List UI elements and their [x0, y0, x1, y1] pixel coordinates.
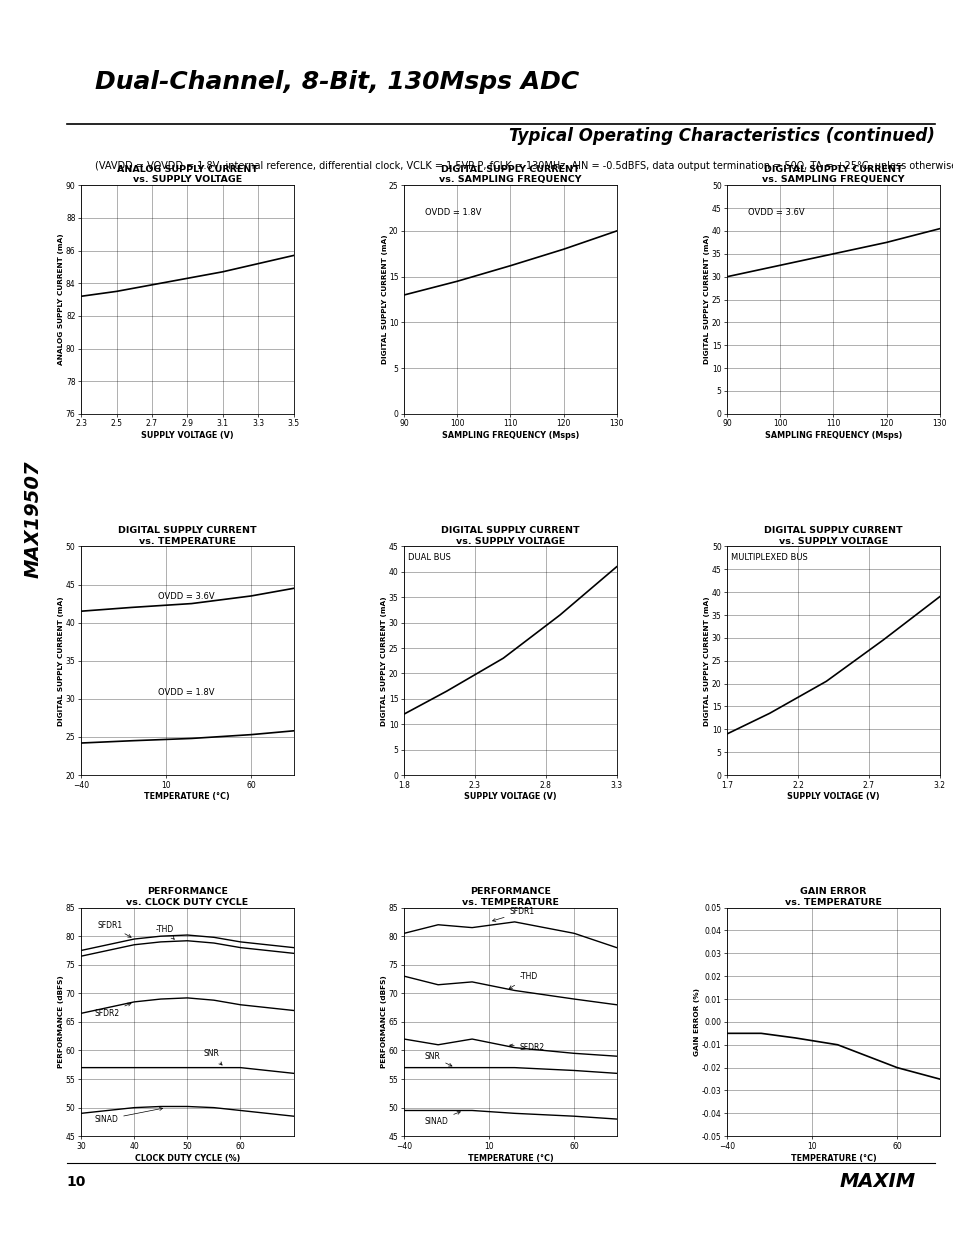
Y-axis label: DIGITAL SUPPLY CURRENT (mA): DIGITAL SUPPLY CURRENT (mA)	[703, 597, 710, 725]
Text: SFDR2: SFDR2	[509, 1044, 544, 1052]
Y-axis label: GAIN ERROR (%): GAIN ERROR (%)	[694, 988, 700, 1056]
Text: SINAD: SINAD	[424, 1112, 460, 1125]
Title: PERFORMANCE
vs. TEMPERATURE: PERFORMANCE vs. TEMPERATURE	[461, 888, 558, 906]
Title: DIGITAL SUPPLY CURRENT
vs. SUPPLY VOLTAGE: DIGITAL SUPPLY CURRENT vs. SUPPLY VOLTAG…	[440, 526, 579, 546]
Title: ANALOG SUPPLY CURRENT
vs. SUPPLY VOLTAGE: ANALOG SUPPLY CURRENT vs. SUPPLY VOLTAGE	[116, 165, 257, 184]
Text: SINAD: SINAD	[94, 1108, 162, 1124]
Title: PERFORMANCE
vs. CLOCK DUTY CYCLE: PERFORMANCE vs. CLOCK DUTY CYCLE	[126, 888, 248, 906]
X-axis label: SAMPLING FREQUENCY (Msps): SAMPLING FREQUENCY (Msps)	[764, 431, 902, 440]
Text: Typical Operating Characteristics (continued): Typical Operating Characteristics (conti…	[509, 127, 934, 146]
Title: DIGITAL SUPPLY CURRENT
vs. SAMPLING FREQUENCY: DIGITAL SUPPLY CURRENT vs. SAMPLING FREQ…	[761, 165, 903, 184]
X-axis label: TEMPERATURE (°C): TEMPERATURE (°C)	[467, 1153, 553, 1162]
Y-axis label: ANALOG SUPPLY CURRENT (mA): ANALOG SUPPLY CURRENT (mA)	[58, 233, 65, 366]
Title: GAIN ERROR
vs. TEMPERATURE: GAIN ERROR vs. TEMPERATURE	[784, 888, 881, 906]
Text: MAXIM: MAXIM	[839, 1172, 915, 1192]
Text: OVDD = 1.8V: OVDD = 1.8V	[157, 688, 213, 697]
Y-axis label: DIGITAL SUPPLY CURRENT (mA): DIGITAL SUPPLY CURRENT (mA)	[381, 597, 387, 725]
Text: MAX19507: MAX19507	[24, 459, 43, 578]
Text: DUAL BUS: DUAL BUS	[408, 553, 451, 562]
Y-axis label: DIGITAL SUPPLY CURRENT (mA): DIGITAL SUPPLY CURRENT (mA)	[58, 597, 65, 725]
Title: DIGITAL SUPPLY CURRENT
vs. TEMPERATURE: DIGITAL SUPPLY CURRENT vs. TEMPERATURE	[118, 526, 256, 546]
X-axis label: TEMPERATURE (°C): TEMPERATURE (°C)	[790, 1153, 876, 1162]
Text: 10: 10	[67, 1174, 86, 1189]
Text: -THD: -THD	[509, 972, 537, 988]
Text: OVDD = 3.6V: OVDD = 3.6V	[748, 209, 804, 217]
Title: DIGITAL SUPPLY CURRENT
vs. SUPPLY VOLTAGE: DIGITAL SUPPLY CURRENT vs. SUPPLY VOLTAG…	[763, 526, 902, 546]
Text: SFDR2: SFDR2	[94, 1003, 131, 1018]
Text: SNR: SNR	[424, 1052, 452, 1066]
X-axis label: SUPPLY VOLTAGE (V): SUPPLY VOLTAGE (V)	[463, 793, 557, 802]
Y-axis label: DIGITAL SUPPLY CURRENT (mA): DIGITAL SUPPLY CURRENT (mA)	[381, 235, 387, 364]
Text: SFDR1: SFDR1	[97, 920, 131, 937]
X-axis label: TEMPERATURE (°C): TEMPERATURE (°C)	[144, 793, 230, 802]
Text: OVDD = 1.8V: OVDD = 1.8V	[425, 209, 481, 217]
Y-axis label: DIGITAL SUPPLY CURRENT (mA): DIGITAL SUPPLY CURRENT (mA)	[703, 235, 710, 364]
X-axis label: SUPPLY VOLTAGE (V): SUPPLY VOLTAGE (V)	[141, 431, 233, 440]
Text: SNR: SNR	[203, 1050, 222, 1065]
X-axis label: SUPPLY VOLTAGE (V): SUPPLY VOLTAGE (V)	[786, 793, 879, 802]
Text: (VAVDD = VOVDD = 1.8V, internal reference, differential clock, VCLK = 1.5VP-P, f: (VAVDD = VOVDD = 1.8V, internal referenc…	[95, 161, 953, 170]
X-axis label: CLOCK DUTY CYCLE (%): CLOCK DUTY CYCLE (%)	[134, 1153, 240, 1162]
Title: DIGITAL SUPPLY CURRENT
vs. SAMPLING FREQUENCY: DIGITAL SUPPLY CURRENT vs. SAMPLING FREQ…	[438, 165, 581, 184]
Text: MULTIPLEXED BUS: MULTIPLEXED BUS	[731, 553, 807, 562]
Y-axis label: PERFORMANCE (dBFS): PERFORMANCE (dBFS)	[381, 976, 387, 1068]
Text: -THD: -THD	[155, 925, 174, 940]
Text: SFDR1: SFDR1	[492, 908, 534, 921]
Text: OVDD = 3.6V: OVDD = 3.6V	[157, 592, 214, 601]
Y-axis label: PERFORMANCE (dBFS): PERFORMANCE (dBFS)	[58, 976, 65, 1068]
Text: Dual-Channel, 8-Bit, 130Msps ADC: Dual-Channel, 8-Bit, 130Msps ADC	[95, 70, 579, 94]
X-axis label: SAMPLING FREQUENCY (Msps): SAMPLING FREQUENCY (Msps)	[441, 431, 578, 440]
